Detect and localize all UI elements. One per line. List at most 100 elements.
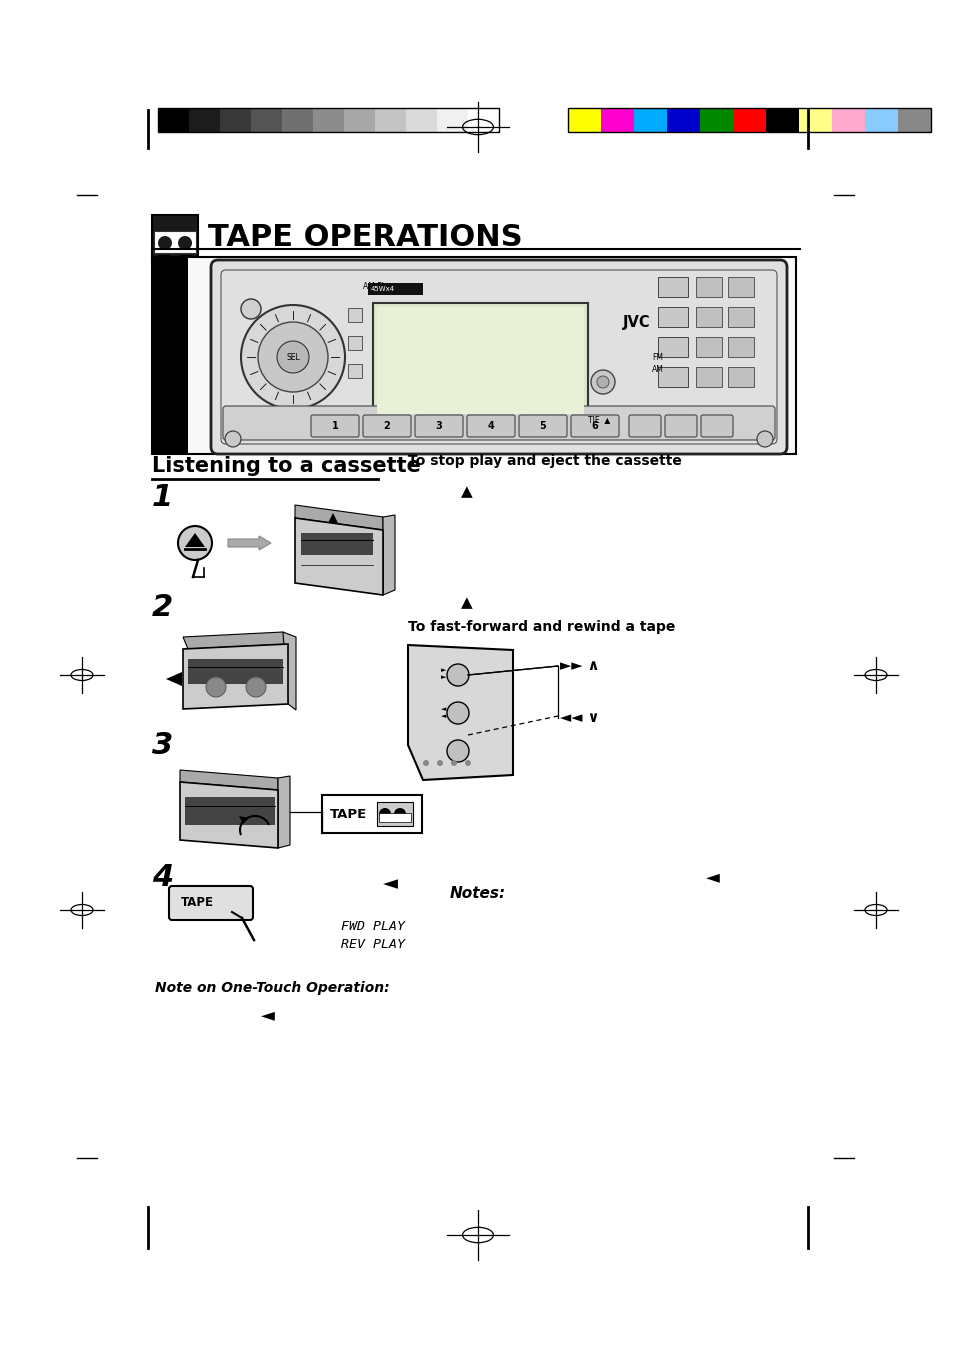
Text: 1: 1 [332, 422, 338, 431]
Circle shape [206, 677, 226, 697]
Polygon shape [382, 515, 395, 594]
Text: ◄
◄: ◄ ◄ [441, 707, 446, 720]
Circle shape [436, 761, 442, 766]
Bar [348, 363, 361, 378]
Text: 3: 3 [152, 731, 173, 759]
FancyBboxPatch shape [211, 259, 786, 454]
Bar [897, 108, 930, 132]
Text: FM: FM [652, 353, 662, 362]
Text: ▲: ▲ [460, 485, 473, 500]
Bar [152, 215, 198, 261]
Bar [700, 108, 732, 132]
Polygon shape [294, 517, 382, 594]
Bar [156, 251, 193, 261]
Polygon shape [180, 782, 277, 848]
Bar [727, 307, 753, 327]
Text: FWD PLAY: FWD PLAY [340, 920, 405, 932]
Bar [567, 108, 600, 132]
Text: Listening to a cassette: Listening to a cassette [152, 457, 420, 476]
Text: SEL: SEL [286, 353, 299, 362]
Bar [658, 336, 687, 357]
Text: To stop play and eject the cassette: To stop play and eject the cassette [408, 454, 681, 467]
FancyBboxPatch shape [571, 415, 618, 436]
FancyBboxPatch shape [664, 415, 697, 436]
Bar [658, 367, 687, 386]
Text: ◄: ◄ [382, 874, 397, 893]
Bar [376, 802, 413, 825]
Text: ▲: ▲ [460, 596, 473, 611]
Circle shape [447, 740, 469, 762]
Text: 4: 4 [487, 422, 494, 431]
Circle shape [158, 236, 172, 250]
Text: 2: 2 [152, 593, 173, 621]
Polygon shape [185, 534, 205, 547]
Text: ►
►: ► ► [441, 667, 446, 681]
Text: To fast-forward and rewind a tape: To fast-forward and rewind a tape [408, 620, 675, 634]
FancyBboxPatch shape [467, 415, 515, 436]
Bar [344, 108, 375, 132]
Circle shape [590, 370, 615, 394]
Bar [348, 336, 361, 350]
Text: 3: 3 [436, 422, 442, 431]
Bar [658, 277, 687, 297]
Bar [158, 108, 498, 132]
Polygon shape [408, 644, 513, 780]
Bar [727, 367, 753, 386]
Bar [220, 108, 251, 132]
FancyBboxPatch shape [169, 886, 253, 920]
Bar [313, 108, 344, 132]
FancyBboxPatch shape [518, 415, 566, 436]
Text: ►► ∧: ►► ∧ [559, 658, 598, 673]
Text: TAPE: TAPE [180, 897, 213, 909]
Circle shape [422, 761, 429, 766]
Bar [436, 108, 468, 132]
Polygon shape [166, 671, 182, 686]
FancyBboxPatch shape [415, 415, 462, 436]
Polygon shape [283, 632, 295, 711]
Bar [153, 231, 195, 253]
Text: AM: AM [652, 365, 663, 373]
Bar [301, 534, 373, 555]
Polygon shape [239, 816, 249, 824]
Circle shape [394, 808, 406, 820]
Bar [368, 282, 422, 295]
Bar [696, 367, 721, 386]
Circle shape [276, 340, 309, 373]
Text: TIE  ▲: TIE ▲ [587, 416, 610, 424]
Bar [322, 794, 421, 834]
FancyBboxPatch shape [363, 415, 411, 436]
Bar [696, 307, 721, 327]
Circle shape [757, 431, 772, 447]
Circle shape [447, 663, 469, 686]
Text: 5: 5 [539, 422, 546, 431]
Text: TAPE: TAPE [330, 808, 367, 820]
Text: ◄: ◄ [705, 867, 720, 886]
Polygon shape [180, 770, 277, 790]
Bar [378, 813, 411, 821]
Bar [600, 108, 634, 132]
Text: 4: 4 [152, 862, 173, 892]
Bar [180, 255, 192, 261]
Bar [666, 108, 700, 132]
Circle shape [451, 761, 456, 766]
Bar [373, 303, 587, 417]
FancyBboxPatch shape [700, 415, 732, 436]
Text: ◄◄ ∨: ◄◄ ∨ [559, 711, 598, 725]
Bar [185, 797, 274, 825]
Bar [158, 255, 170, 261]
Circle shape [257, 322, 328, 392]
Bar [696, 277, 721, 297]
Bar [152, 257, 795, 454]
Bar [348, 308, 361, 322]
Bar [189, 108, 220, 132]
Polygon shape [328, 513, 337, 523]
Polygon shape [277, 775, 290, 848]
Circle shape [378, 808, 391, 820]
Text: REV PLAY: REV PLAY [340, 938, 405, 951]
Polygon shape [228, 536, 271, 550]
Text: 1: 1 [152, 484, 173, 512]
Bar [251, 108, 282, 132]
FancyBboxPatch shape [628, 415, 660, 436]
Bar [727, 336, 753, 357]
Polygon shape [183, 632, 288, 648]
